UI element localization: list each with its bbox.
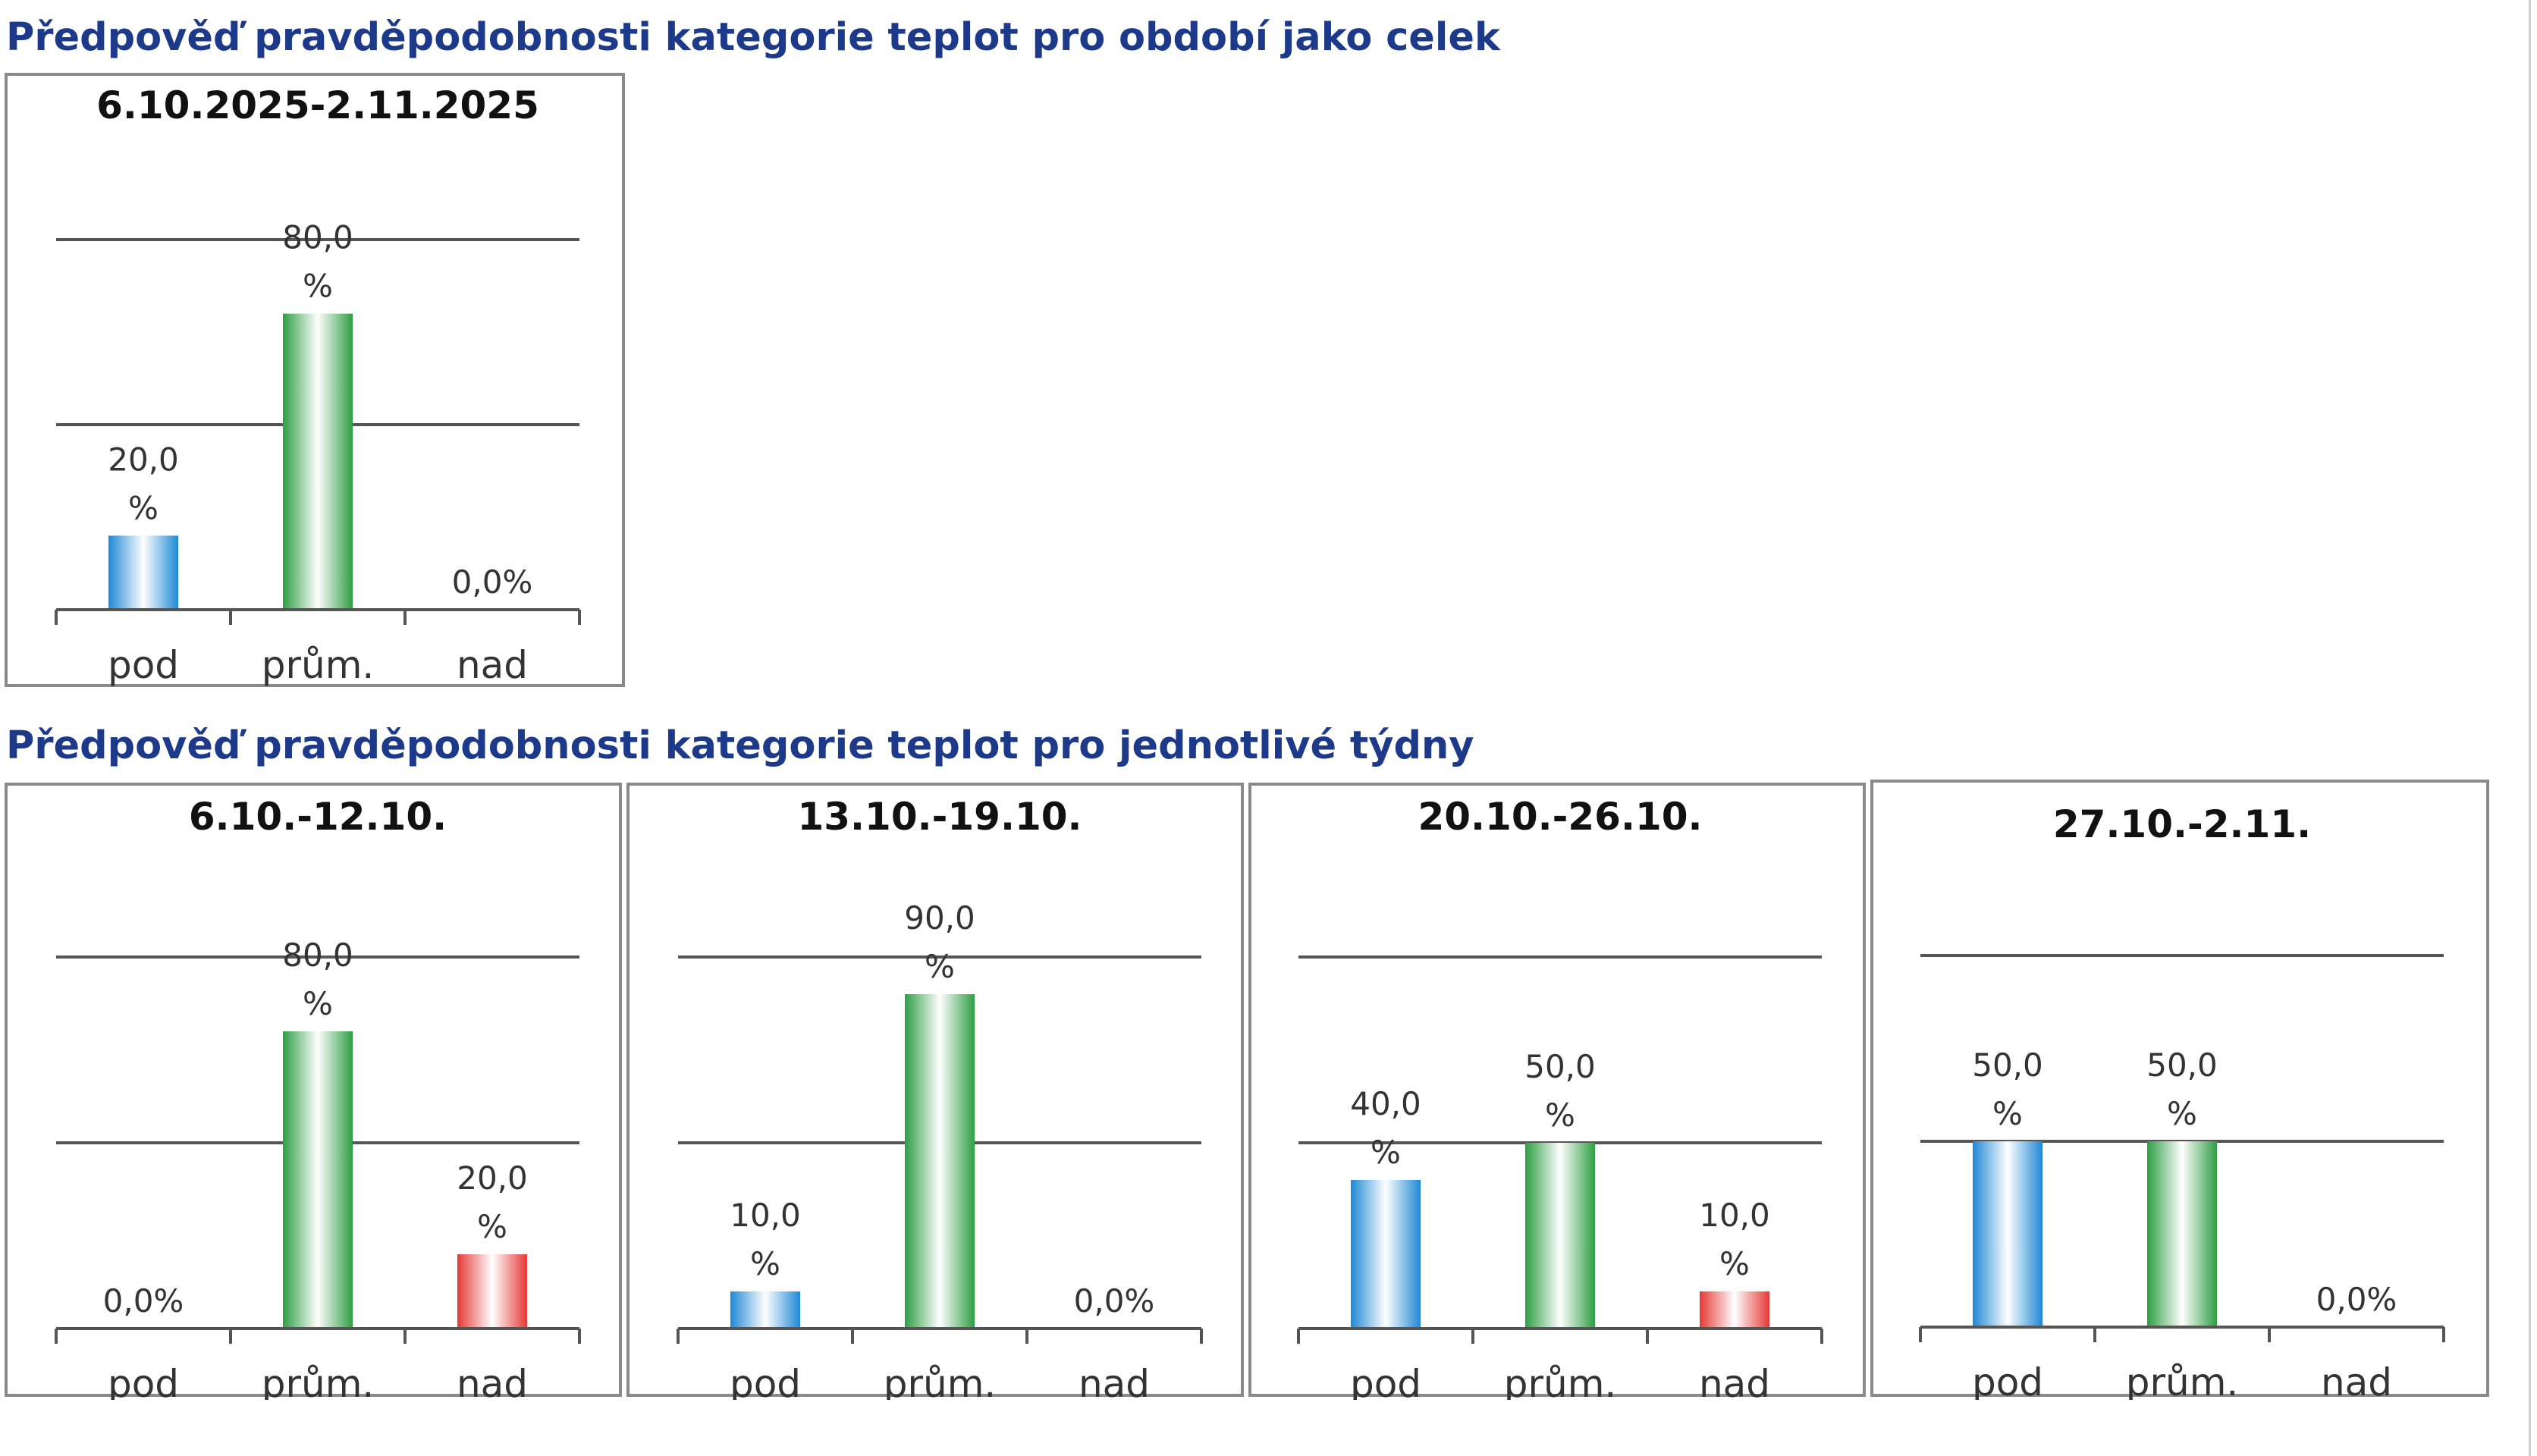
data-label-pod: % (1371, 1134, 1401, 1171)
category-label-nad: nad (457, 1362, 528, 1400)
chart-svg-week-4: 27.10.-2.11. 50,0% pod 50,0% prům. 0,0% nad (1919, 802, 2445, 1400)
overall-heading: Předpověď pravděpodobnosti kategorie tep… (6, 15, 1500, 60)
category-label-prum: prům. (262, 643, 375, 687)
data-label-nad: 10,0 (1699, 1197, 1770, 1234)
data-label-prum: 90,0 (904, 899, 975, 937)
category-label-nad: nad (1079, 1362, 1150, 1400)
data-label-pod: 40,0 (1350, 1085, 1421, 1122)
bar-prum (283, 313, 353, 610)
category-label-nad: nad (1699, 1362, 1770, 1400)
page-edge-divider (2529, 0, 2531, 1456)
chart-svg-week-1: 6.10.-12.10. 0,0% pod 80,0% prům. 20,0% nad (55, 795, 581, 1400)
data-label-pod: % (1992, 1095, 2023, 1132)
data-label-prum: % (925, 948, 955, 985)
data-label-pod: 0,0% (103, 1282, 184, 1320)
chart-panel-overall: 6.10.2025-2.11.2025 20,0% pod 80,0% prům. 0,0… (5, 73, 625, 687)
bar-prum (283, 1031, 353, 1329)
data-label-pod: 10,0 (730, 1197, 801, 1234)
category-label-pod: pod (108, 643, 179, 687)
chart-title: 13.10.-19.10. (797, 795, 1082, 839)
chart-svg-overall: 6.10.2025-2.11.2025 20,0% pod 80,0% prům. 0,0… (55, 83, 581, 687)
chart-panel-week-2: 13.10.-19.10. 10,0% pod 90,0% prům. 0,0% nad (626, 783, 1244, 1400)
category-label-pod: pod (1350, 1362, 1421, 1400)
data-label-nad: % (477, 1208, 507, 1245)
data-label-prum: 50,0 (2146, 1046, 2218, 1084)
data-label-prum: 50,0 (1524, 1048, 1596, 1085)
data-label-pod: 50,0 (1972, 1046, 2043, 1084)
bar-prum (905, 994, 975, 1329)
chart-panel-week-1: 6.10.-12.10. 0,0% pod 80,0% prům. 20,0% nad (5, 783, 622, 1400)
chart-title: 27.10.-2.11. (2053, 802, 2311, 846)
data-label-nad: 20,0 (457, 1159, 528, 1197)
bar-pod (1351, 1180, 1421, 1329)
data-label-prum: % (1545, 1097, 1575, 1134)
category-label-prum: prům. (884, 1362, 997, 1400)
bar-nad (1700, 1291, 1769, 1329)
data-label-nad: 0,0% (1074, 1282, 1155, 1320)
data-label-pod: 20,0 (108, 441, 179, 478)
category-label-pod: pod (730, 1362, 801, 1400)
data-label-nad: 0,0% (2316, 1281, 2397, 1318)
category-label-prum: prům. (2126, 1360, 2239, 1400)
category-label-pod: pod (1972, 1360, 2043, 1400)
category-label-prum: prům. (262, 1362, 375, 1400)
chart-svg-week-2: 13.10.-19.10. 10,0% pod 90,0% prům. 0,0% nad (677, 795, 1203, 1400)
chart-title: 6.10.-12.10. (189, 795, 447, 839)
chart-title: 6.10.2025-2.11.2025 (96, 83, 539, 127)
data-label-pod: % (750, 1245, 780, 1282)
chart-svg-week-3: 20.10.-26.10. 40,0% pod 50,0% prům. 10,0% nad (1297, 795, 1823, 1400)
category-label-prum: prům. (1504, 1362, 1617, 1400)
data-label-prum: % (2167, 1095, 2197, 1132)
bar-pod (1973, 1141, 2042, 1327)
category-label-pod: pod (108, 1362, 179, 1400)
chart-panel-week-4: 27.10.-2.11. 50,0% pod 50,0% prům. 0,0% nad (1870, 780, 2489, 1400)
data-label-nad: % (1719, 1245, 1750, 1282)
data-label-nad: 0,0% (452, 563, 533, 601)
data-label-prum: % (303, 985, 333, 1022)
bar-prum (2147, 1141, 2217, 1327)
data-label-prum: % (303, 268, 333, 305)
category-label-nad: nad (2321, 1360, 2392, 1400)
bar-nad (457, 1254, 527, 1329)
chart-panel-week-3: 20.10.-26.10. 40,0% pod 50,0% prům. 10,0% nad (1248, 783, 1866, 1400)
data-label-prum: 80,0 (282, 937, 353, 974)
chart-title: 20.10.-26.10. (1418, 795, 1702, 839)
bar-prum (1525, 1143, 1595, 1329)
data-label-pod: % (128, 489, 159, 526)
weekly-heading: Předpověď pravděpodobnosti kategorie tep… (6, 723, 1474, 768)
category-label-nad: nad (457, 643, 528, 687)
bar-pod (108, 535, 178, 610)
data-label-prum: 80,0 (282, 219, 353, 256)
bar-pod (730, 1291, 800, 1329)
